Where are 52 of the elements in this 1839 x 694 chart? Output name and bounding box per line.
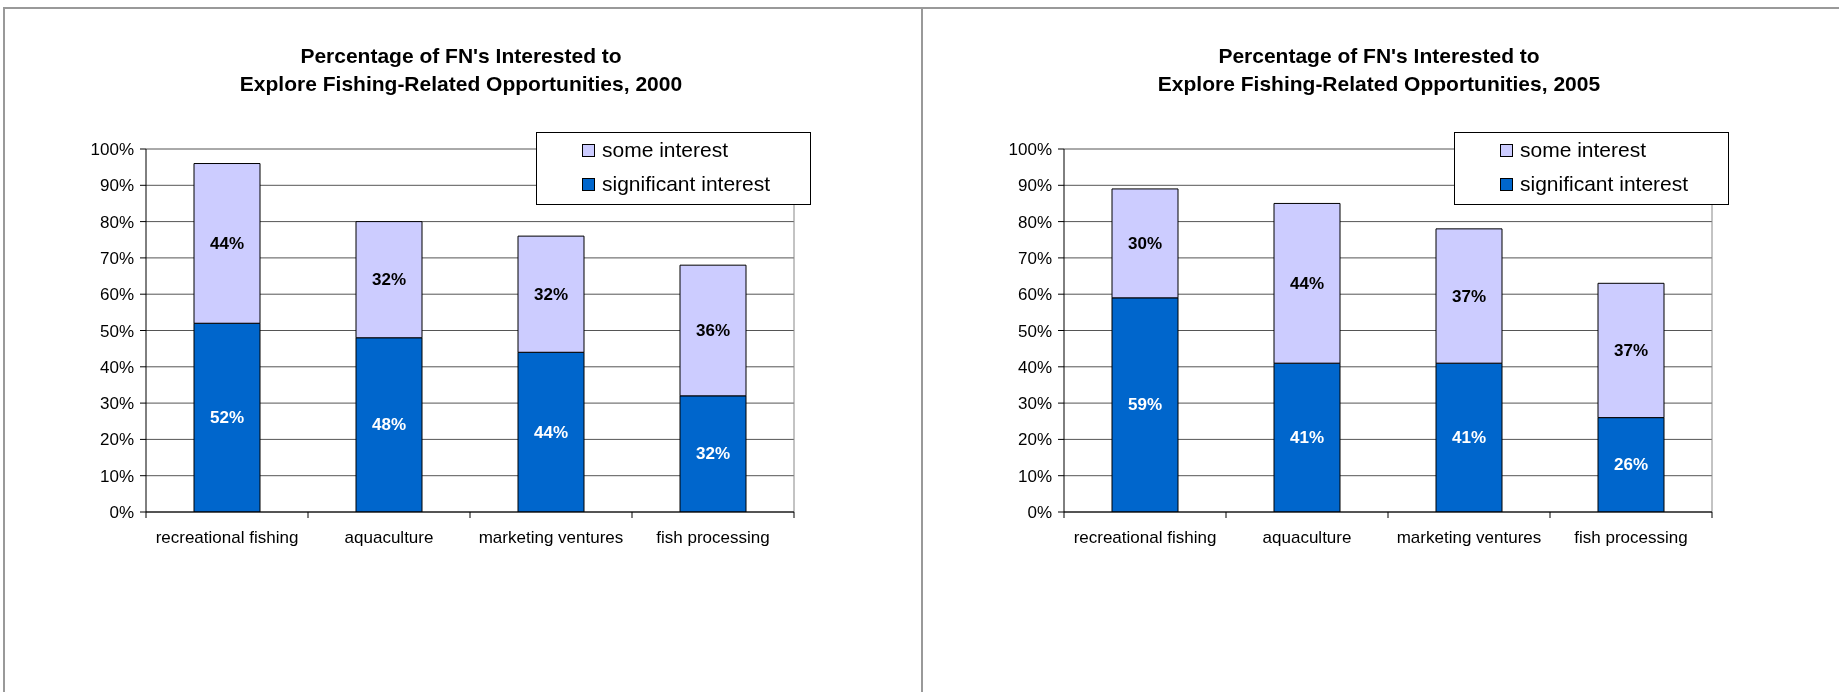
- y-tick-label: 10%: [1017, 466, 1052, 486]
- data-label: 52%: [209, 408, 245, 428]
- chart-title: Percentage of FN's Interested to Explore Fishing-Related Opportunities, 2005: [1156, 43, 1602, 97]
- y-tick-label: 10%: [99, 466, 134, 486]
- x-tick-label: aquaculture: [1262, 527, 1352, 547]
- data-label: 32%: [695, 444, 731, 464]
- x-tick-label: fish processing: [1574, 527, 1688, 547]
- data-label: 37%: [1451, 286, 1487, 306]
- y-tick-label: 70%: [99, 248, 134, 268]
- data-label: 44%: [209, 233, 245, 253]
- x-tick-label: aquaculture: [344, 527, 434, 547]
- data-label: 41%: [1451, 428, 1487, 448]
- data-label: 30%: [1127, 233, 1163, 253]
- y-tick-label: 60%: [1017, 285, 1052, 305]
- y-tick-label: 50%: [99, 321, 134, 341]
- y-tick-label: 20%: [1017, 430, 1052, 450]
- legend-label: some interest: [602, 138, 729, 162]
- y-tick-label: 0%: [109, 503, 134, 523]
- x-tick-label: fish processing: [656, 527, 770, 547]
- data-label: 59%: [1127, 395, 1163, 415]
- x-tick-label: marketing ventures: [478, 527, 624, 547]
- y-tick-label: 40%: [1017, 357, 1052, 377]
- x-tick-label: marketing ventures: [1396, 527, 1542, 547]
- y-tick-label: 30%: [99, 394, 134, 414]
- data-label: 41%: [1289, 428, 1325, 448]
- data-label: 44%: [533, 422, 569, 442]
- legend-label: significant interest: [602, 172, 771, 196]
- data-label: 32%: [533, 284, 569, 304]
- y-tick-label: 30%: [1017, 394, 1052, 414]
- y-tick-label: 90%: [99, 176, 134, 196]
- x-tick-label: recreational fishing: [1073, 527, 1217, 547]
- data-label: 26%: [1613, 455, 1649, 475]
- y-tick-label: 100%: [1008, 140, 1052, 160]
- y-tick-label: 70%: [1017, 248, 1052, 268]
- legend-label: significant interest: [1520, 172, 1689, 196]
- y-tick-label: 90%: [1017, 176, 1052, 196]
- y-tick-label: 0%: [1027, 503, 1052, 523]
- y-tick-label: 20%: [99, 430, 134, 450]
- y-tick-label: 50%: [1017, 321, 1052, 341]
- x-tick-label: recreational fishing: [155, 527, 299, 547]
- y-tick-label: 60%: [99, 285, 134, 305]
- data-label: 37%: [1613, 340, 1649, 360]
- legend-label: some interest: [1520, 138, 1647, 162]
- data-label: 48%: [371, 415, 407, 435]
- y-tick-label: 100%: [90, 140, 134, 160]
- y-tick-label: 80%: [99, 212, 134, 232]
- data-label: 44%: [1289, 273, 1325, 293]
- chart-title: Percentage of FN's Interested to Explore Fishing-Related Opportunities, 2000: [238, 43, 684, 97]
- y-tick-label: 40%: [99, 357, 134, 377]
- data-label: 32%: [371, 270, 407, 290]
- data-label: 36%: [695, 321, 731, 340]
- y-tick-label: 80%: [1017, 212, 1052, 232]
